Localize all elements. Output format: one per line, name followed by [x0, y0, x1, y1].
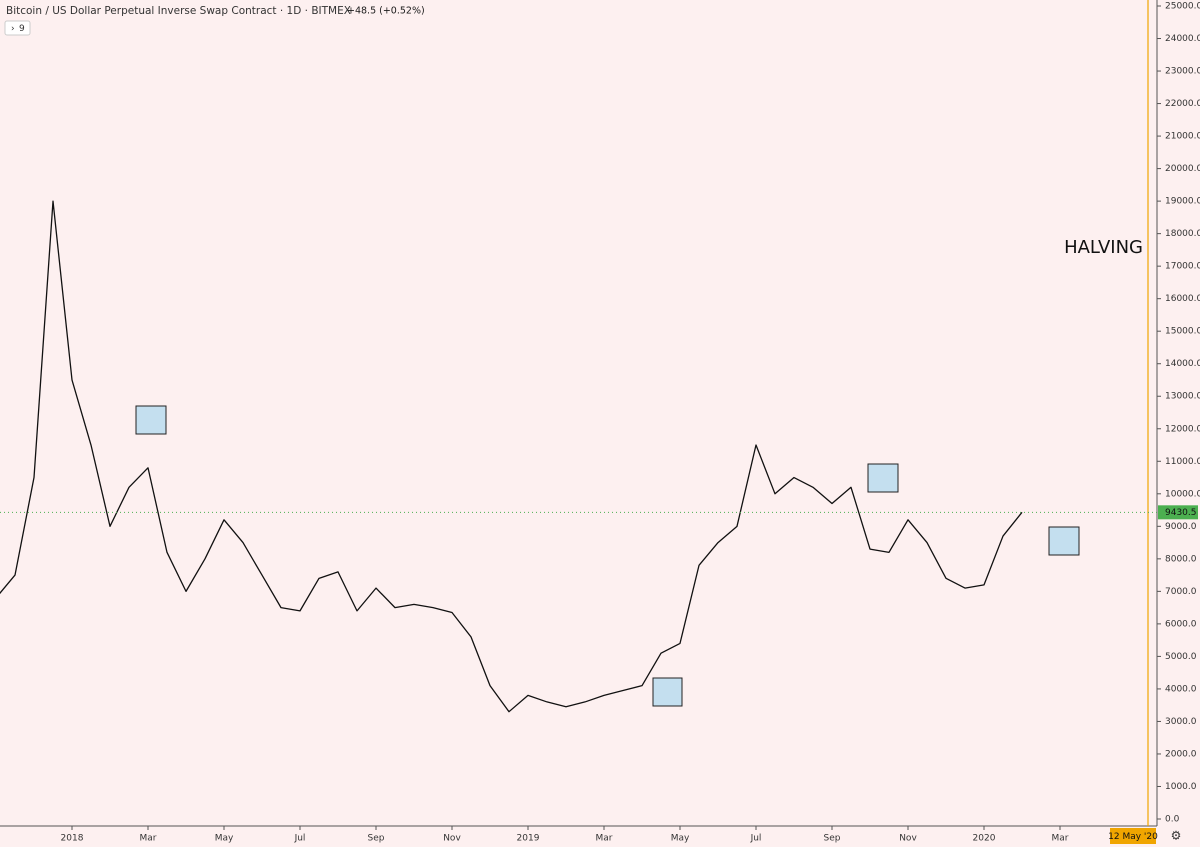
highlight-box — [135, 405, 167, 435]
settings-icon[interactable]: ⚙ — [1171, 829, 1182, 843]
y-tick-label: 11000.0 — [1165, 457, 1200, 467]
last-price-badge — [1158, 505, 1198, 520]
halving-annotation: HALVING — [1064, 237, 1143, 258]
y-tick-label: 9000.0 — [1165, 522, 1197, 532]
price-change: +48.5 (+0.52%) — [347, 6, 425, 17]
y-tick-label: 20000.0 — [1165, 164, 1200, 174]
y-tick-label: 4000.0 — [1165, 684, 1197, 694]
y-tick-label: 24000.0 — [1165, 34, 1200, 44]
x-tick-label: May — [671, 834, 690, 844]
y-tick-label: 2000.0 — [1165, 749, 1197, 759]
x-tick-label: Jul — [750, 834, 762, 844]
y-tick-label: 12000.0 — [1165, 424, 1200, 434]
indicator-toggle-arrow: › — [11, 24, 15, 34]
y-tick-label: 22000.0 — [1165, 99, 1200, 109]
y-tick-label: 15000.0 — [1165, 327, 1200, 337]
y-tick-label: 6000.0 — [1165, 619, 1197, 629]
y-tick-label: 18000.0 — [1165, 229, 1200, 239]
x-tick-label: Sep — [824, 834, 841, 844]
y-tick-label: 0.0 — [1165, 815, 1180, 825]
date-marker: 12 May '20 — [1108, 832, 1158, 842]
highlight-box — [867, 463, 899, 493]
y-tick-label: 25000.0 — [1165, 2, 1200, 12]
y-tick-label: 13000.0 — [1165, 392, 1200, 402]
y-tick-label: 14000.0 — [1165, 359, 1200, 369]
indicator-count: 9 — [19, 24, 25, 34]
highlight-box — [1048, 526, 1080, 556]
y-tick-label: 5000.0 — [1165, 652, 1197, 662]
x-tick-label: Nov — [899, 834, 917, 844]
y-tick-label: 16000.0 — [1165, 294, 1200, 304]
x-tick-label: Mar — [140, 834, 157, 844]
y-tick-label: 23000.0 — [1165, 67, 1200, 77]
x-tick-label: 2018 — [61, 834, 84, 844]
x-tick-label: Nov — [443, 834, 461, 844]
y-tick-label: 1000.0 — [1165, 782, 1197, 792]
y-tick-label: 10000.0 — [1165, 489, 1200, 499]
y-tick-label: 19000.0 — [1165, 197, 1200, 207]
x-tick-label: 2020 — [973, 834, 996, 844]
y-tick-label: 21000.0 — [1165, 132, 1200, 142]
highlight-box — [652, 677, 683, 707]
y-tick-label: 3000.0 — [1165, 717, 1197, 727]
chart-title: Bitcoin / US Dollar Perpetual Inverse Sw… — [6, 5, 351, 17]
x-tick-label: Sep — [368, 834, 385, 844]
indicator-toggle[interactable] — [4, 20, 31, 36]
y-tick-label: 8000.0 — [1165, 554, 1197, 564]
last-price-label: 9430.5 — [1165, 508, 1197, 518]
y-tick-label: 7000.0 — [1165, 587, 1197, 597]
x-tick-label: May — [215, 834, 234, 844]
x-tick-label: Jul — [294, 834, 306, 844]
price-line — [0, 200, 1023, 713]
date-marker-badge — [1110, 828, 1156, 844]
x-tick-label: 2019 — [517, 834, 540, 844]
x-tick-label: Mar — [596, 834, 613, 844]
y-tick-label: 17000.0 — [1165, 262, 1200, 272]
x-tick-label: Mar — [1052, 834, 1069, 844]
